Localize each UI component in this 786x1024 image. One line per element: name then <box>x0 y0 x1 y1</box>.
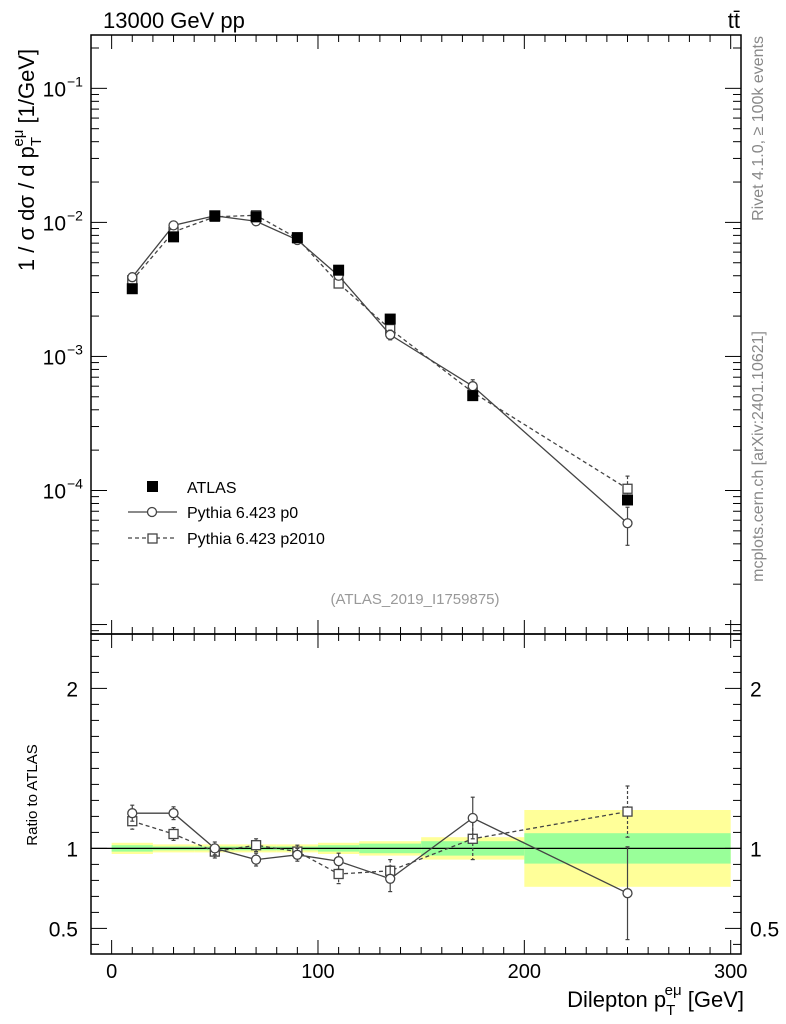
ratio-p2010-point-1 <box>168 828 179 840</box>
process-label: tt̄ <box>728 8 740 33</box>
main-atlas-point-6 <box>384 313 396 325</box>
main-y-tick-label-0: 10 <box>43 78 66 101</box>
ratio-y-tick-label-left-1: 1 <box>66 838 78 861</box>
main-p0-point-7 <box>467 381 478 392</box>
main-series-layer <box>126 210 634 546</box>
ratio-p0-point-3 <box>250 854 262 865</box>
legend-marker-p0 <box>146 506 158 518</box>
rivet-version-label: Rivet 4.1.0, ≥ 100k events <box>750 36 767 221</box>
main-y-tick-label-2: 10 <box>43 346 66 369</box>
ratio-p0-point-7 <box>467 812 478 824</box>
main-atlas-point-4 <box>291 232 303 244</box>
x-tick-label-0: 0 <box>106 961 117 983</box>
ratio-p2010-point-5 <box>333 868 344 880</box>
main-atlas-point-8 <box>622 494 634 506</box>
ratio-p0-point-1 <box>168 808 179 819</box>
ratio-plot-frame <box>90 633 742 955</box>
main-axis-ticks: 10−110−210−310−4 <box>43 35 741 634</box>
mcplots-label: mcplots.cern.ch [arXiv:2401.10621] <box>750 331 767 582</box>
main-y-tick-exp-0: −1 <box>67 73 83 89</box>
main-atlas-point-7 <box>467 390 479 402</box>
legend-entry-p2010: Pythia 6.423 p2010 <box>128 531 325 548</box>
main-p2010-line <box>131 214 628 490</box>
ratio-p0-point-6 <box>385 873 396 884</box>
legend-label-p0: Pythia 6.423 p0 <box>187 505 298 522</box>
main-atlas-point-5 <box>333 264 345 276</box>
x-tick-label-100: 100 <box>301 961 334 983</box>
main-atlas-point-0 <box>126 283 138 295</box>
ratio-y-tick-label-left-2: 2 <box>66 678 78 701</box>
main-y-tick-exp-1: −2 <box>67 207 83 223</box>
main-p2010-point-8 <box>622 483 633 494</box>
x-axis-title: Dilepton pTeμ [GeV] <box>567 982 744 1019</box>
collision-label: 13000 GeV pp <box>103 8 245 33</box>
main-atlas-point-2 <box>209 210 221 222</box>
main-y-axis-title: 1 / σ dσ / d pTeμ [1/GeV] <box>10 49 45 271</box>
legend: ATLAS Pythia 6.423 p0 Pythia 6.423 p2010 <box>128 480 325 548</box>
ratio-y-tick-label-right-2: 2 <box>750 678 762 701</box>
ratio-p0-point-4 <box>292 849 303 860</box>
main-atlas-point-3 <box>250 211 262 223</box>
ratio-p0-point-2 <box>209 843 220 854</box>
main-p0-point-1 <box>168 220 179 231</box>
legend-marker-atlas <box>147 481 158 492</box>
main-p0-point-6 <box>385 329 396 340</box>
main-y-tick-exp-2: −3 <box>67 341 83 357</box>
ratio-y-tick-label-left-0.5: 0.5 <box>49 918 78 941</box>
analysis-id-label: (ATLAS_2019_I1759875) <box>330 591 499 608</box>
legend-entry-p0: Pythia 6.423 p0 <box>128 505 298 522</box>
main-atlas-point-1 <box>168 231 180 243</box>
x-tick-label-300: 300 <box>714 961 747 983</box>
x-tick-label-200: 200 <box>508 961 541 983</box>
ratio-p2010-point-3 <box>250 840 262 851</box>
ratio-series-layer <box>127 785 633 941</box>
main-p0-point-0 <box>127 272 138 283</box>
ratio-y-tick-label-right-1: 1 <box>750 838 762 861</box>
ratio-p0-point-5 <box>333 856 344 867</box>
main-y-tick-label-1: 10 <box>43 212 66 235</box>
main-p0-point-8 <box>622 518 633 529</box>
legend-marker-p2010 <box>147 533 158 544</box>
ratio-p0-point-0 <box>127 808 138 819</box>
legend-label-atlas: ATLAS <box>187 480 237 497</box>
ratio-y-axis-title: Ratio to ATLAS <box>24 744 41 845</box>
ratio-p2010-point-8 <box>622 806 633 817</box>
ratio-axis-ticks: 0 100 200 3000.5 0.51 12 2 <box>49 634 779 983</box>
legend-label-p2010: Pythia 6.423 p2010 <box>187 531 325 548</box>
ratio-y-tick-label-right-0.5: 0.5 <box>750 918 779 941</box>
main-y-tick-label-3: 10 <box>43 480 66 503</box>
ratio-p0-point-8 <box>622 888 633 899</box>
main-p0-line <box>131 215 628 524</box>
main-y-tick-exp-3: −4 <box>67 475 83 491</box>
legend-entry-atlas: ATLAS <box>147 480 237 497</box>
